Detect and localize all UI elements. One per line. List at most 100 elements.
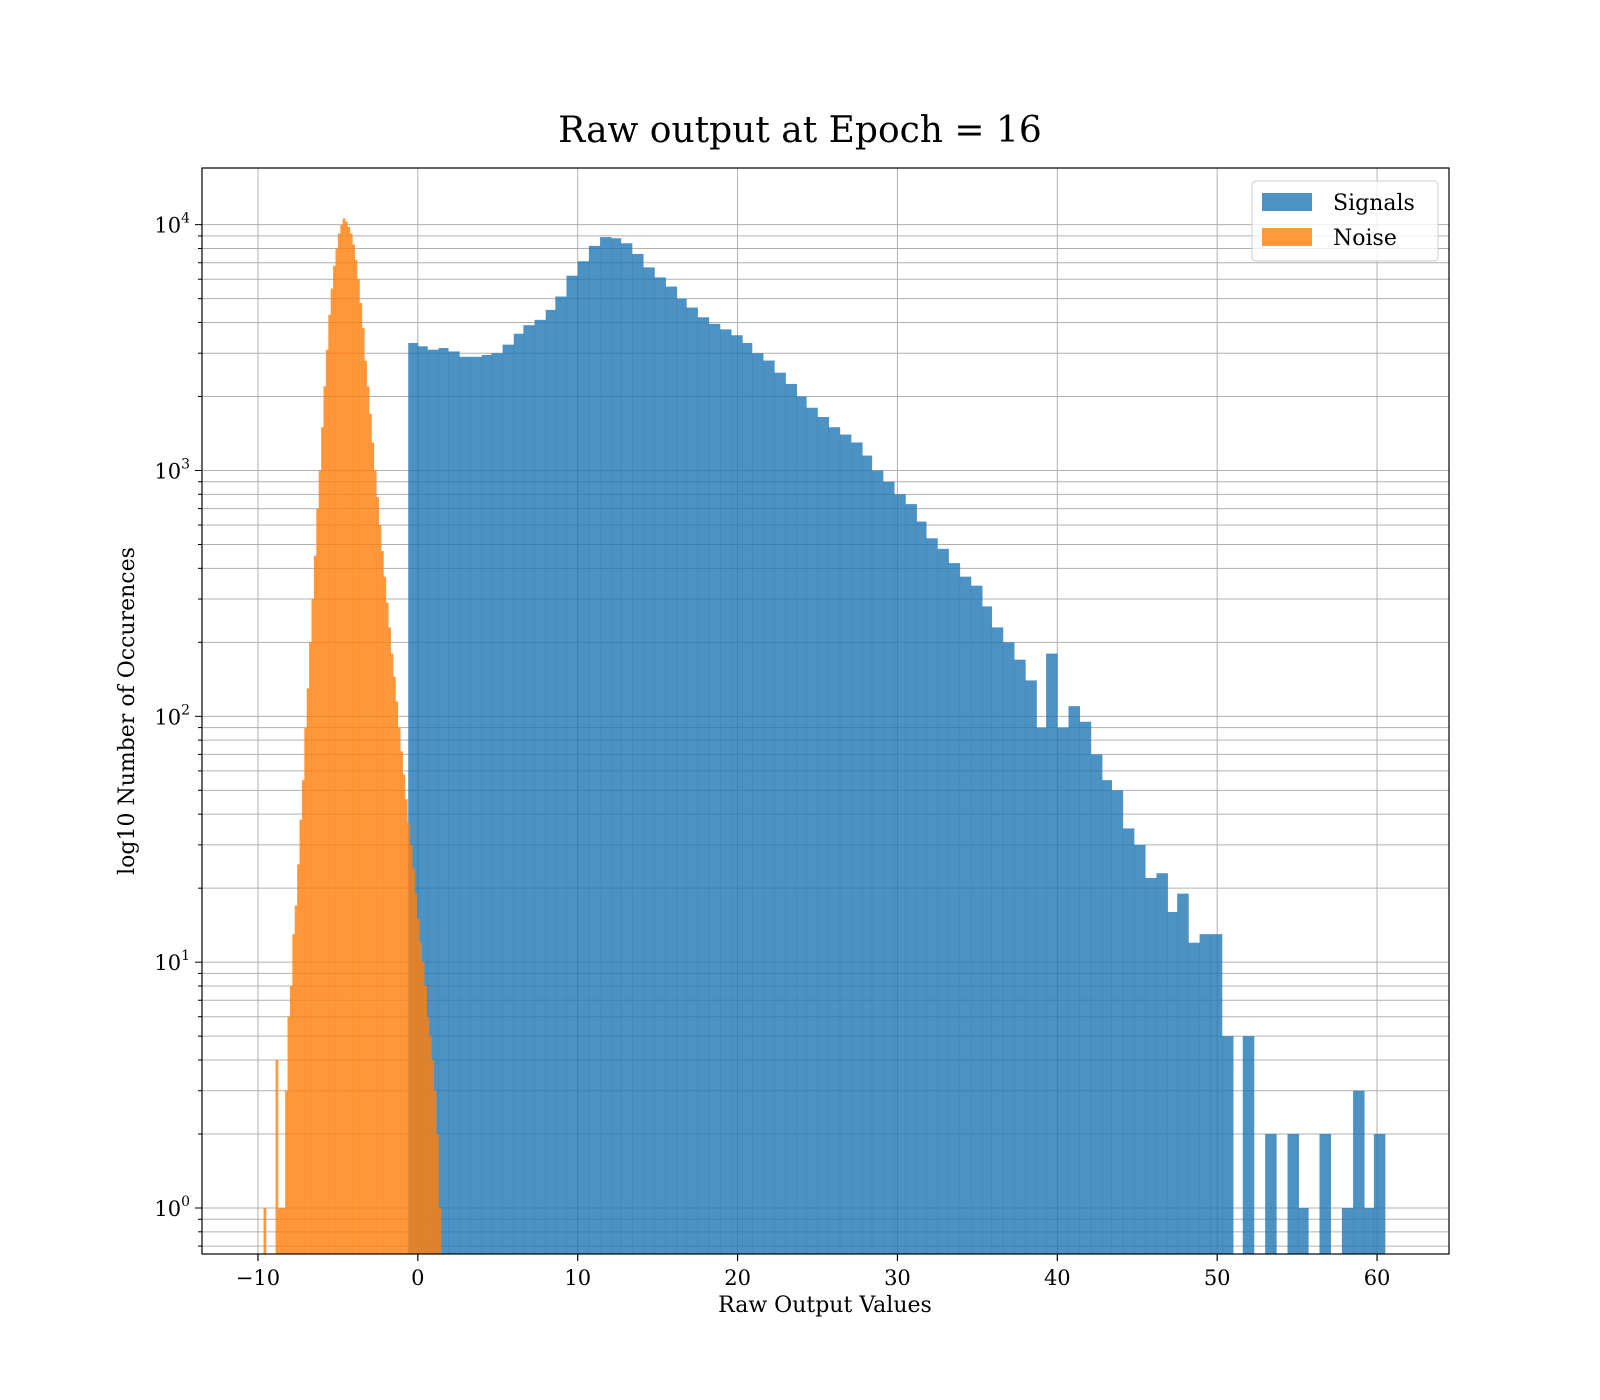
- histogram-bar: [385, 602, 389, 1254]
- histogram-bar: [436, 1134, 439, 1254]
- histogram-bar: [916, 521, 927, 1254]
- histogram-bar: [926, 538, 938, 1254]
- histogram-bar: [763, 360, 775, 1254]
- histogram-bar: [643, 267, 655, 1254]
- histogram-bar: [275, 1059, 279, 1254]
- histogram-bar: [325, 349, 329, 1254]
- plot-frame: [201, 167, 1450, 1255]
- histogram-bar: [359, 303, 363, 1254]
- legend: Signals Noise: [1251, 180, 1439, 262]
- histogram-bar: [400, 751, 403, 1254]
- histogram-bar: [1057, 727, 1069, 1254]
- y-tick-label: 103: [154, 456, 190, 483]
- histogram-bar: [376, 497, 379, 1254]
- histogram-bar: [316, 508, 320, 1254]
- histogram-bar: [340, 224, 343, 1254]
- histogram-bar: [328, 314, 331, 1254]
- histogram-bar: [333, 265, 336, 1254]
- histogram-bar: [708, 323, 721, 1254]
- histogram-bar: [1002, 642, 1015, 1254]
- y-tick-label: 102: [154, 702, 190, 729]
- histogram-bar: [1188, 942, 1200, 1254]
- y-axis: 100 101 102 103 104: [154, 211, 202, 1247]
- histogram-bar: [405, 799, 408, 1254]
- histogram-bar: [1210, 934, 1223, 1254]
- histogram-bar: [388, 627, 391, 1254]
- histogram-bar: [1221, 1036, 1234, 1254]
- histogram-bar: [311, 599, 315, 1254]
- histogram-bar: [1111, 790, 1124, 1254]
- histogram-bar: [369, 413, 372, 1254]
- histogram-bar: [407, 822, 411, 1254]
- histogram-bar: [566, 275, 578, 1255]
- histogram-bar: [1079, 721, 1092, 1254]
- histogram-bar: [1145, 877, 1157, 1254]
- histogram-bar: [313, 555, 317, 1254]
- histogram-bar: [347, 226, 351, 1254]
- histogram-bar: [366, 386, 370, 1254]
- histogram-bar: [1287, 1134, 1300, 1254]
- histogram-bar: [371, 442, 375, 1254]
- histogram-bar: [321, 427, 324, 1254]
- histogram-bar: [330, 288, 334, 1254]
- histogram-bar: [277, 1208, 281, 1254]
- histogram-bar: [438, 1208, 442, 1254]
- histogram-bar: [620, 243, 633, 1255]
- histogram-bar: [817, 417, 829, 1254]
- chart-title: Raw output at Epoch = 16: [558, 110, 1042, 151]
- histogram-bar: [323, 386, 327, 1254]
- histogram-bar: [545, 309, 556, 1255]
- histogram-bar: [1298, 1208, 1309, 1254]
- histogram-bar: [1199, 934, 1212, 1254]
- histogram-bar: [1014, 659, 1026, 1254]
- histogram-bar: [373, 470, 377, 1254]
- histogram-bar: [318, 470, 322, 1254]
- histogram-bar: [611, 238, 622, 1254]
- histogram-bar: [301, 780, 305, 1254]
- histogram-bar: [402, 774, 406, 1254]
- histogram-bar: [1122, 828, 1135, 1254]
- histogram-bar: [282, 1208, 286, 1254]
- histogram-bar: [806, 407, 818, 1254]
- histogram-bar: [851, 442, 863, 1254]
- histogram-bar: [676, 298, 687, 1254]
- histogram-bar: [502, 344, 515, 1255]
- histogram-bar: [414, 893, 418, 1254]
- histogram-bar: [1167, 911, 1178, 1254]
- y-tick-label: 100: [154, 1194, 190, 1221]
- x-tick-label: 40: [1044, 1266, 1071, 1290]
- histogram-bar: [294, 905, 298, 1254]
- histogram-bar: [774, 372, 786, 1254]
- histogram-bar: [785, 383, 798, 1254]
- histogram-bar: [862, 455, 873, 1254]
- histogram-bar: [421, 962, 425, 1254]
- histogram-bar: [632, 253, 644, 1254]
- histogram-bar: [1319, 1134, 1331, 1254]
- histogram-bar: [828, 427, 841, 1254]
- histogram-bar: [424, 985, 427, 1254]
- histogram-bar: [280, 1208, 284, 1254]
- histogram-bar: [364, 360, 367, 1254]
- histogram-bar: [491, 353, 503, 1254]
- x-tick-label: 60: [1364, 1266, 1391, 1290]
- histogram-bar: [299, 819, 303, 1254]
- x-tick-label: −10: [236, 1266, 280, 1290]
- histogram-bar: [383, 576, 387, 1254]
- histogram-bar: [905, 504, 917, 1254]
- histogram-bar: [697, 317, 710, 1254]
- histogram-bar: [1068, 706, 1080, 1254]
- histogram-bar: [654, 277, 666, 1254]
- histogram-bar: [731, 335, 743, 1254]
- histogram-bar: [751, 353, 764, 1254]
- histogram-bar: [1364, 1208, 1375, 1254]
- y-tick-label: 101: [154, 948, 190, 975]
- legend-label-signals: Signals: [1333, 191, 1415, 216]
- histogram-bar: [438, 347, 449, 1254]
- histogram-bar: [352, 244, 355, 1254]
- histogram-bar: [1025, 680, 1037, 1254]
- histogram-bar: [1242, 1036, 1255, 1254]
- histogram-bar: [306, 688, 310, 1254]
- histogram-bar: [665, 286, 678, 1255]
- histogram-bar: [894, 494, 906, 1255]
